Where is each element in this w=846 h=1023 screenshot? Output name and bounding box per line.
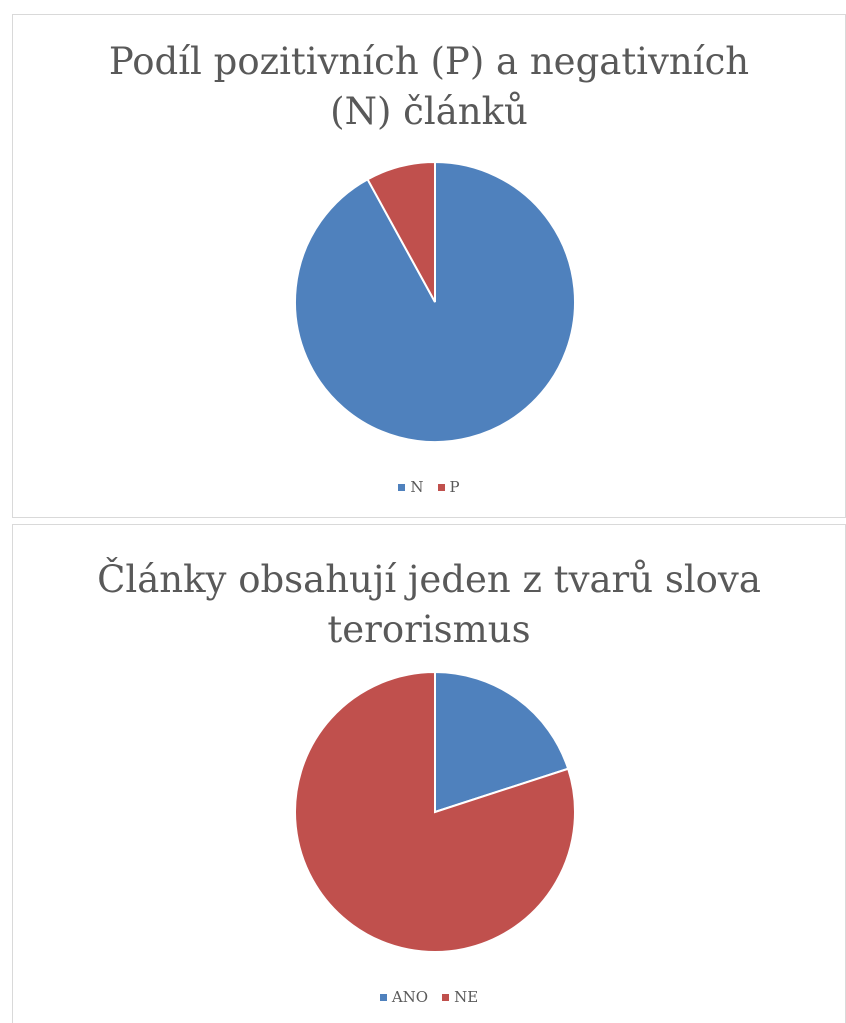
chart-title: Články obsahují jeden z tvarů slova tero… [13,555,845,655]
chart-legend: N P [13,478,845,496]
legend-item-n: N [398,478,424,496]
chart-title-line-2: terorismus [327,608,531,651]
legend-swatch-ne [442,993,450,1001]
legend-label-ne: NE [454,988,479,1006]
pie-slice-ne [294,670,576,953]
chart-legend: ANO NE [13,988,845,1006]
chart-title-line-2: (N) článků [330,90,528,133]
chart-title: Podíl pozitivních (P) a negativních (N) … [13,37,845,137]
legend-item-ne: NE [442,988,478,1006]
chart-panel-terrorism: Články obsahují jeden z tvarů slova tero… [12,524,846,1023]
pie-chart-sentiment [294,160,576,443]
pie-chart-terrorism [294,670,576,953]
pie-slice-p [366,160,436,303]
legend-label-ano: ANO [391,988,429,1006]
legend-item-p: P [437,478,460,496]
legend-item-ano: ANO [379,988,429,1006]
chart-title-line-1: Podíl pozitivních (P) a negativních [108,40,750,83]
legend-swatch-p [437,483,445,491]
pie-slice-ano [434,670,570,814]
legend-label-n: N [410,478,424,496]
chart-panel-sentiment: Podíl pozitivních (P) a negativních (N) … [12,14,846,518]
chart-title-line-1: Články obsahují jeden z tvarů slova [97,558,761,601]
legend-label-p: P [449,478,460,496]
legend-swatch-ano [379,993,387,1001]
legend-swatch-n [398,483,406,491]
